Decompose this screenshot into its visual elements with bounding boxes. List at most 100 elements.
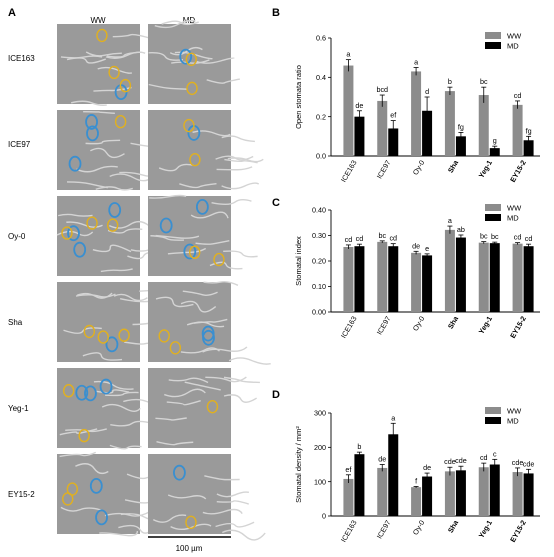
closed-stoma-marker xyxy=(83,324,96,339)
significance-letter: a xyxy=(391,413,395,422)
epidermal-cell-outline xyxy=(166,400,201,406)
bar-md xyxy=(523,140,534,156)
epidermal-cell-outline xyxy=(95,186,133,191)
epidermal-cell-outline xyxy=(202,508,243,515)
epidermal-cell-outline xyxy=(169,46,203,56)
epidermal-cell-outline xyxy=(156,441,194,446)
epidermal-cell-outline xyxy=(100,268,133,273)
open-stoma-marker xyxy=(159,217,173,234)
open-stoma-marker xyxy=(173,464,186,481)
row-label-sha: Sha xyxy=(8,318,23,327)
significance-letter: c xyxy=(493,449,497,458)
epidermal-cell-outline xyxy=(75,463,109,475)
closed-stoma-marker xyxy=(61,226,73,240)
epidermal-cell-outline xyxy=(170,523,212,531)
bar-ww xyxy=(377,100,388,156)
micrograph-tile xyxy=(57,196,140,276)
significance-letter: d xyxy=(425,87,429,96)
significance-letter: de xyxy=(378,455,386,464)
micrograph-grid xyxy=(56,19,271,541)
scale-bar-label: 100 µm xyxy=(176,544,203,553)
legend-label: MD xyxy=(507,214,519,223)
significance-letter: bc xyxy=(480,77,488,86)
significance-letter: de xyxy=(412,241,420,250)
open-stoma-marker xyxy=(108,202,122,218)
epidermal-cell-outline xyxy=(66,181,109,189)
y-tick-label: 0.6 xyxy=(316,34,326,43)
col-header-ww: WW xyxy=(90,16,106,25)
epidermal-cell-outline xyxy=(97,66,133,74)
epidermal-cell-outline xyxy=(70,100,107,106)
closed-stoma-marker xyxy=(189,152,201,167)
epidermal-cell-outline xyxy=(93,86,132,92)
bar-ww xyxy=(343,478,354,516)
open-stoma-marker xyxy=(75,384,89,401)
bar-md xyxy=(455,237,466,312)
epidermal-cell-outline xyxy=(83,111,115,115)
epidermal-cell-outline xyxy=(204,475,240,481)
significance-letter: cd xyxy=(525,234,533,243)
panel-letter-d: D xyxy=(272,389,280,401)
epidermal-cell-outline xyxy=(105,391,139,397)
epidermal-cell-outline xyxy=(211,199,252,206)
open-stoma-marker xyxy=(179,48,193,65)
significance-letter: cde xyxy=(444,457,456,466)
epidermal-cell-outline xyxy=(221,529,266,541)
bar-md xyxy=(388,434,399,516)
open-stoma-marker xyxy=(73,241,87,258)
chart-stomatal-density: 0 100 200 300 Stomatal density / mm² ef b ICE16… xyxy=(294,407,540,544)
epidermal-cell-outline xyxy=(93,380,134,390)
epidermal-cell-outline xyxy=(179,182,217,189)
epidermal-cell-outline xyxy=(195,239,230,245)
bar-md xyxy=(489,148,500,156)
significance-letter: a xyxy=(346,50,350,59)
x-tick-label: ICE97 xyxy=(375,519,393,541)
epidermal-cell-outline xyxy=(148,83,188,90)
row-label-ice163: ICE163 xyxy=(8,54,35,63)
legend-label: WW xyxy=(507,204,522,213)
row-label-ice97: ICE97 xyxy=(8,140,31,149)
row-label-yeg1: Yeg-1 xyxy=(8,404,29,413)
closed-stoma-marker xyxy=(213,252,225,267)
y-tick-label: 0.10 xyxy=(312,282,326,291)
significance-letter: a xyxy=(448,216,452,225)
open-stoma-marker xyxy=(99,378,113,395)
bar-ww xyxy=(411,487,422,516)
epidermal-cell-outline xyxy=(182,290,218,296)
epidermal-cell-outline xyxy=(148,51,184,61)
y-tick-label: 0.4 xyxy=(316,73,326,82)
significance-letter: b xyxy=(357,442,361,451)
significance-letter: g xyxy=(493,136,497,145)
closed-stoma-marker xyxy=(158,329,170,343)
legend-swatch-md xyxy=(485,214,501,221)
epidermal-cell-outline xyxy=(184,381,221,391)
epidermal-cell-outline xyxy=(85,51,122,57)
epidermal-cell-outline xyxy=(158,163,195,172)
epidermal-cell-outline xyxy=(167,247,207,255)
micrograph-tile xyxy=(148,110,231,190)
bar-ww xyxy=(478,467,489,516)
chart-open-stomata-ratio: 0.0 0.2 0.4 0.6 Open stomata ratio a de ICE163 b… xyxy=(294,32,540,184)
bar-ww xyxy=(512,243,523,312)
open-stoma-marker xyxy=(67,225,80,242)
epidermal-cell-outline xyxy=(203,281,239,286)
epidermal-cell-outline xyxy=(202,346,248,353)
epidermal-cell-outline xyxy=(155,234,200,239)
x-tick-label: ICE97 xyxy=(375,315,393,337)
significance-letter: fg xyxy=(526,126,532,135)
closed-stoma-marker xyxy=(86,216,98,230)
epidermal-cell-outline xyxy=(155,296,194,308)
legend-label: MD xyxy=(507,417,519,426)
bar-md xyxy=(489,464,500,516)
y-tick-label: 0.0 xyxy=(316,152,326,161)
closed-stoma-marker xyxy=(62,384,75,398)
significance-letter: bc xyxy=(378,231,386,240)
panel-letter-c: C xyxy=(272,197,280,209)
bar-md xyxy=(422,255,433,312)
closed-stoma-marker xyxy=(78,428,90,443)
epidermal-cell-outline xyxy=(109,173,154,182)
open-stoma-marker xyxy=(86,125,99,142)
closed-stoma-marker xyxy=(62,492,74,506)
